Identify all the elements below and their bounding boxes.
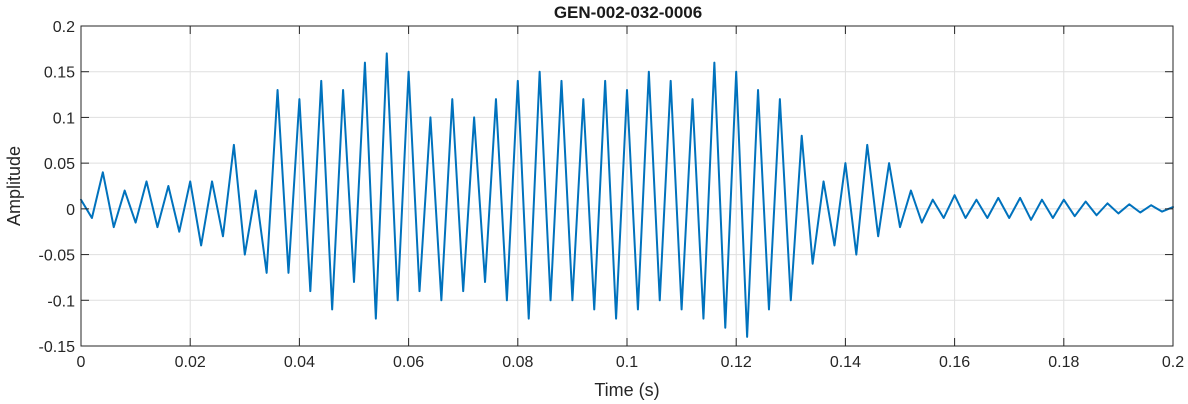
x-tick-label: 0.14 [830, 354, 861, 371]
x-tick-label: 0.18 [1048, 354, 1079, 371]
axis-ticks [80, 25, 1174, 347]
x-tick-label: 0 [77, 354, 86, 371]
y-tick-label: 0.05 [44, 156, 75, 173]
y-tick-label: 0.15 [44, 65, 75, 82]
y-axis-label: Amplitude [4, 146, 24, 226]
x-tick-label: 0.1 [616, 354, 638, 371]
x-tick-label: 0.16 [939, 354, 970, 371]
chart-title: GEN-002-032-0006 [554, 3, 702, 22]
series-layer [80, 52, 1174, 338]
y-axis-tick-labels: -0.15 -0.1 -0.05 0 0.05 0.1 0.15 0.2 [39, 19, 76, 356]
x-axis-label: Time (s) [594, 380, 659, 400]
x-tick-label: 0.2 [1162, 354, 1184, 371]
x-tick-label: 0.12 [721, 354, 752, 371]
x-tick-label: 0.02 [175, 354, 206, 371]
plot-area [80, 25, 1174, 347]
y-tick-label: -0.1 [47, 293, 75, 310]
y-tick-label: 0 [66, 202, 75, 219]
y-tick-label: -0.15 [39, 339, 76, 356]
x-axis-tick-labels: 0 0.02 0.04 0.06 0.08 0.1 0.12 0.14 0.16 0.18 0.2 [77, 354, 1185, 371]
x-tick-label: 0.08 [502, 354, 533, 371]
series-line [80, 52, 1174, 338]
x-tick-label: 0.06 [393, 354, 424, 371]
y-tick-label: 0.1 [53, 110, 75, 127]
y-tick-label: -0.05 [39, 248, 76, 265]
y-tick-label: 0.2 [53, 19, 75, 36]
x-tick-label: 0.04 [284, 354, 315, 371]
